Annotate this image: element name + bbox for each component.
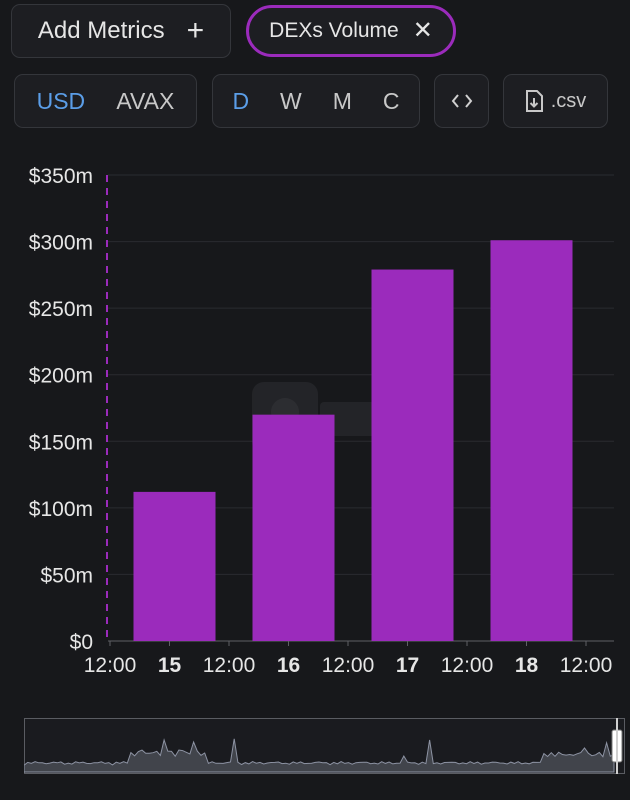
file-download-icon — [525, 90, 543, 112]
y-tick-label: $200m — [29, 365, 93, 388]
bar-16[interactable] — [252, 414, 335, 641]
bar-15[interactable] — [133, 491, 216, 641]
period-option-d[interactable]: D — [232, 87, 250, 114]
x-tick-label: 12:00 — [203, 654, 256, 677]
y-tick-label: $100m — [29, 498, 93, 521]
csv-download-button[interactable]: .csv — [503, 74, 608, 128]
x-tick-label: 12:00 — [560, 654, 613, 677]
period-toggle: D W M C — [212, 74, 420, 128]
period-option-m[interactable]: M — [332, 87, 352, 114]
y-tick-label: $350m — [29, 165, 93, 188]
currency-option-avax[interactable]: AVAX — [116, 87, 175, 114]
currency-option-usd[interactable]: USD — [36, 87, 86, 114]
add-metrics-button[interactable]: Add Metrics + — [11, 4, 231, 58]
add-metrics-label: Add Metrics — [37, 17, 165, 44]
x-tick-label: 16 — [277, 654, 300, 677]
csv-label: .csv — [550, 89, 587, 112]
code-brackets-icon — [451, 94, 472, 108]
bar-17[interactable] — [371, 269, 454, 641]
currency-toggle: USD AVAX — [14, 74, 197, 128]
y-tick-label: $300m — [29, 232, 93, 255]
metric-chip-dexs-volume[interactable]: DEXs Volume ✕ — [246, 5, 456, 57]
bar-18[interactable] — [490, 240, 573, 641]
x-tick-label: 12:00 — [441, 654, 494, 677]
plus-icon: + — [186, 14, 205, 47]
x-tick-label: 18 — [515, 654, 539, 677]
period-option-c[interactable]: C — [382, 87, 400, 114]
data-zoom-slider[interactable] — [24, 718, 625, 774]
x-tick-label: 12:00 — [84, 654, 137, 677]
x-tick-label: 12:00 — [322, 654, 375, 677]
embed-button[interactable] — [434, 74, 489, 128]
x-tick-label: 17 — [396, 654, 419, 677]
metric-chip-label: DEXs Volume — [269, 19, 399, 42]
y-tick-label: $0 — [70, 631, 93, 654]
period-option-w[interactable]: W — [280, 87, 302, 114]
y-tick-label: $250m — [29, 298, 93, 321]
bars[interactable] — [133, 240, 573, 641]
x-axis: 12:00 15 12:00 16 12:00 17 12:00 18 12:00 — [84, 641, 613, 677]
y-tick-label: $50m — [40, 564, 93, 587]
overview-area — [24, 738, 615, 773]
y-tick-label: $150m — [29, 431, 93, 454]
close-icon[interactable]: ✕ — [412, 17, 433, 44]
zoom-handle-bar — [616, 718, 618, 774]
x-tick-label: 15 — [158, 654, 182, 677]
bar-chart: $0 $50m $100m $150m $200m $250m $300m $350m 12:… — [29, 165, 614, 677]
y-axis: $0 $50m $100m $150m $200m $250m $300m $350m — [29, 165, 93, 654]
